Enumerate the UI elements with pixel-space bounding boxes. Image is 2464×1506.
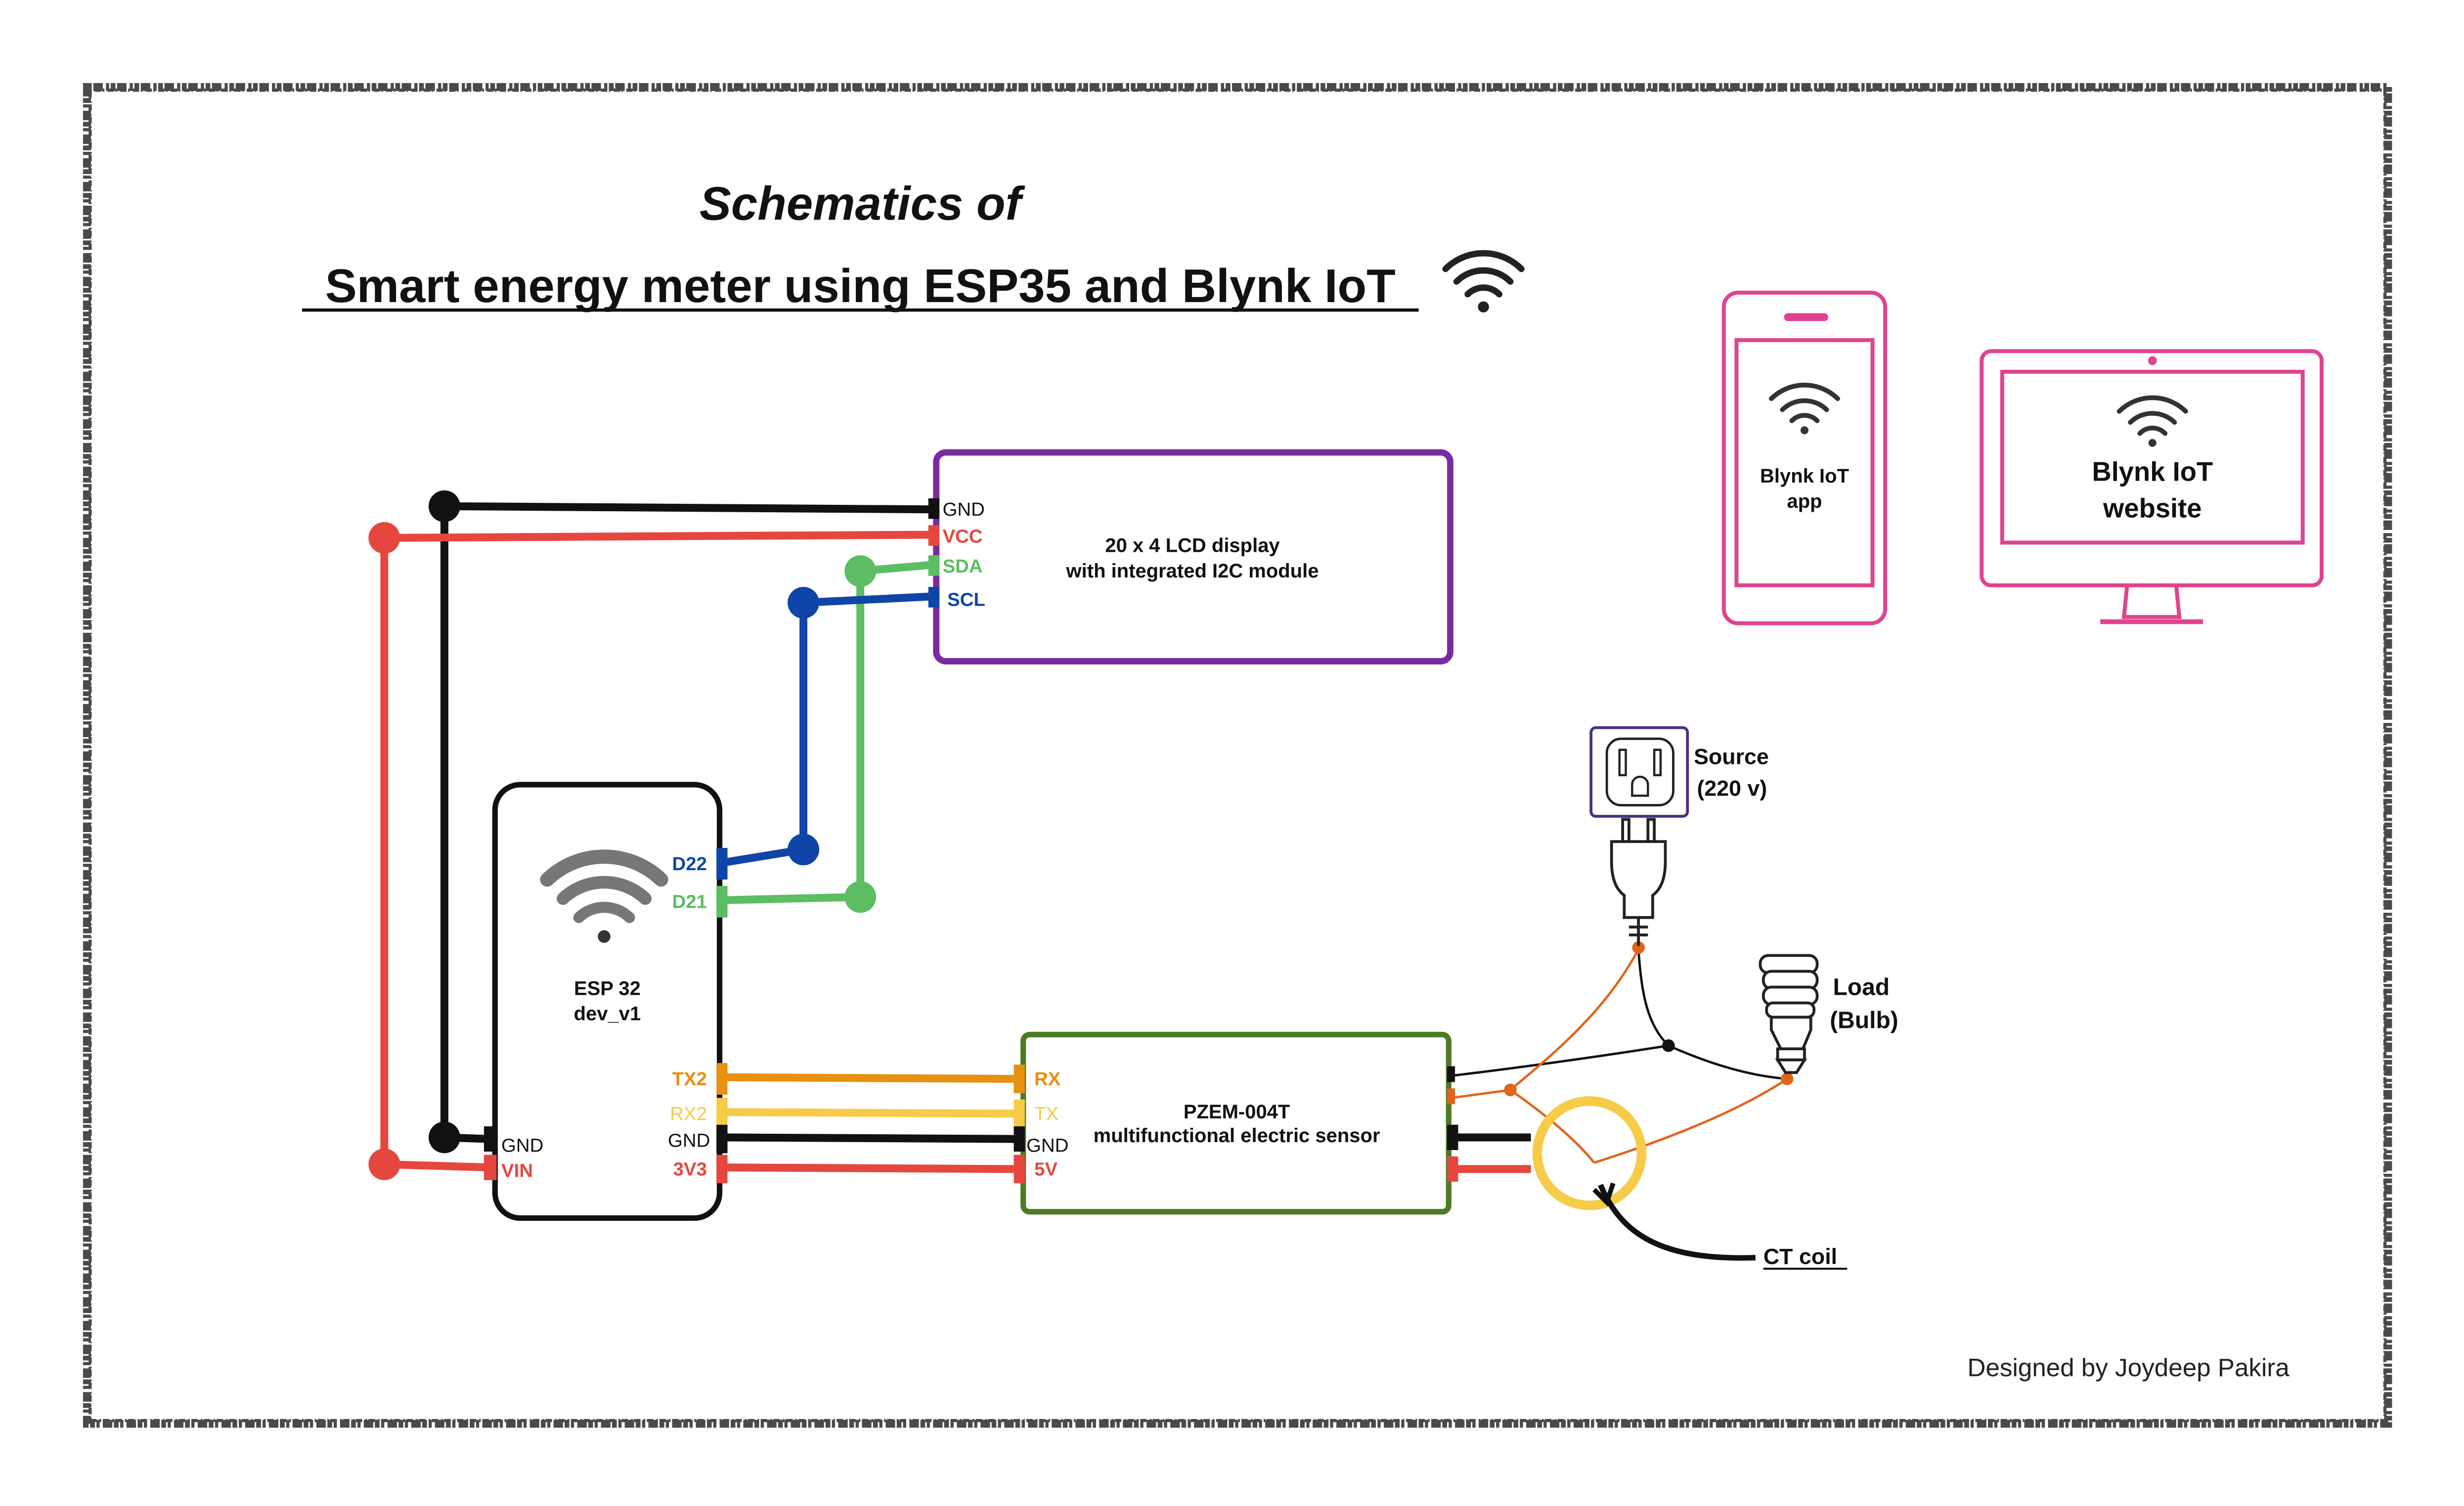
phone-label-line2: app	[1787, 490, 1822, 512]
monitor-icon	[1980, 349, 2324, 587]
esp32-pin-d21: D21	[672, 891, 707, 913]
socket-icon	[1589, 726, 1689, 818]
sda-junction-dot	[844, 555, 877, 587]
3v3-5v-wire	[724, 1163, 1020, 1173]
outer-frame	[83, 83, 2392, 1428]
esp32-pin-3v3: 3V3	[673, 1158, 707, 1180]
lcd-label-line1: 20 x 4 LCD display	[1105, 535, 1280, 557]
pzem-label-line1: PZEM-004T	[1184, 1101, 1290, 1123]
title-line2: Smart energy meter using ESP35 and Blynk…	[325, 260, 1396, 312]
bulb-icon	[1759, 954, 1819, 1074]
lcd-pin-vcc: VCC	[943, 526, 983, 547]
pzem-label-line2: multifunctional electric sensor	[1094, 1125, 1380, 1147]
pzem-pin-rx: RX	[1034, 1068, 1061, 1090]
lcd-pin-sda: SDA	[943, 556, 983, 577]
load-bulb: Load (Bulb)	[1759, 954, 1898, 1074]
scl-junction-dot	[788, 587, 820, 619]
esp32-pin-vin: VIN	[501, 1160, 533, 1181]
lcd-label-line2: with integrated I2C module	[1066, 560, 1319, 582]
esp32-label-line2: dev_v1	[574, 1003, 641, 1025]
lcd-display: GND VCC SDA SCL 20 x 4 LCD display with …	[928, 449, 1453, 664]
esp32-board: ESP 32 dev_v1 D22 D21 TX2 RX2 GND 3V3 GN…	[484, 782, 728, 1221]
monitor-label-line1: Blynk IoT	[2092, 457, 2213, 487]
esp32-pin-d22: D22	[672, 853, 707, 875]
ct-coil-label: CT coil	[1763, 1244, 1837, 1269]
gnd-junction-dot	[428, 490, 460, 522]
mains-wiring	[1452, 948, 1788, 1164]
phone-icon	[1721, 290, 1888, 625]
wifi-icon	[540, 849, 668, 943]
lcd-pin-gnd: GND	[943, 499, 985, 520]
pzem-pin-gnd: GND	[1026, 1135, 1068, 1156]
vcc-wire	[380, 531, 937, 1172]
mains-junction-dot	[1504, 1083, 1517, 1097]
wifi-icon	[1442, 250, 1525, 312]
source-label-line2: (220 v)	[1697, 776, 1767, 800]
mains-junction-dot	[1662, 1039, 1675, 1052]
scl-junction-dot	[788, 834, 820, 866]
gnd-junction-dot	[428, 1121, 460, 1153]
scl-wire	[722, 592, 937, 866]
lcd-pin-scl: SCL	[947, 589, 985, 610]
plug-icon	[1610, 818, 1667, 946]
esp32-pin-gnd-left: GND	[501, 1135, 543, 1156]
esp32-pin-rx2: RX2	[670, 1103, 707, 1124]
load-label-line2: (Bulb)	[1830, 1008, 1898, 1034]
wifi-icon	[2116, 395, 2188, 447]
website-monitor: Blynk IoT website	[1980, 349, 2324, 624]
designer-credit: Designed by Joydeep Pakira	[1968, 1354, 2290, 1382]
monitor-label-line2: website	[2103, 493, 2201, 523]
title-line1: Schematics of	[700, 177, 1025, 230]
pzem-sensor: RX TX GND 5V PZEM-004T multifunctional e…	[1013, 1031, 1458, 1215]
esp32-pin-gnd-right: GND	[668, 1130, 710, 1152]
load-label-line1: Load	[1833, 974, 1890, 1001]
gnd-pzem-wire	[724, 1133, 1020, 1143]
rx2-tx-wire	[724, 1108, 1020, 1118]
sda-wire	[722, 561, 937, 904]
mains-junction-dot	[1781, 1072, 1794, 1085]
source-label-line1: Source	[1694, 744, 1769, 769]
power-source: Source (220 v)	[1589, 726, 1769, 946]
sda-junction-dot	[844, 881, 877, 913]
phone-label-line1: Blynk IoT	[1760, 465, 1849, 487]
pzem-pin-tx: TX	[1034, 1103, 1058, 1124]
vcc-junction-dot	[368, 1148, 400, 1180]
mains-junction-dot	[1632, 941, 1645, 954]
ct-coil-wires	[1452, 1133, 1531, 1173]
esp32-pin-tx2: TX2	[672, 1068, 707, 1090]
vcc-junction-dot	[368, 522, 400, 554]
wifi-icon	[1769, 383, 1841, 435]
esp32-label-line1: ESP 32	[574, 978, 641, 1000]
ct-coil: CT coil	[1532, 1096, 1848, 1270]
pzem-pin-5v: 5V	[1034, 1158, 1057, 1180]
phone-app: Blynk IoT app	[1721, 290, 1888, 625]
tx2-rx-wire	[724, 1073, 1020, 1083]
